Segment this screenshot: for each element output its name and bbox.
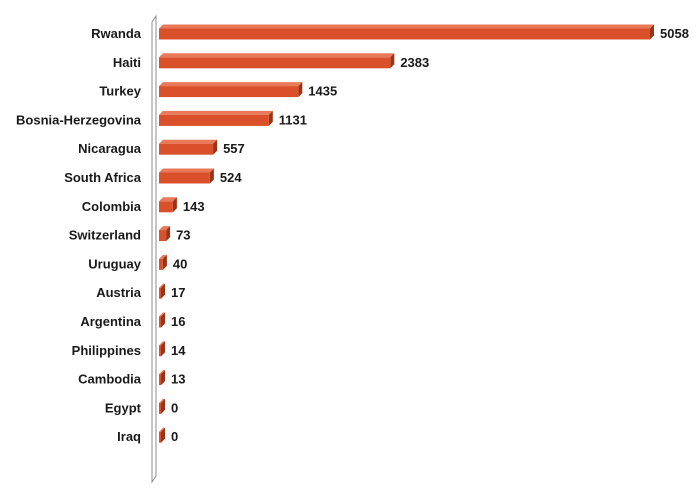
- category-label: Bosnia-Herzegovina: [16, 112, 142, 127]
- bar-front-face: [159, 57, 391, 69]
- bars-group: [159, 24, 654, 443]
- bar-top-face: [159, 427, 165, 432]
- bar-side-face: [298, 82, 303, 98]
- category-labels-group: Rwanda Haiti Turkey Bosnia-Herzegovina Nicar…: [16, 26, 142, 444]
- bar-front-face: [159, 201, 173, 213]
- bar-turkey: [159, 82, 303, 98]
- data-label: 73: [176, 228, 190, 243]
- data-label: 1435: [308, 84, 337, 99]
- bar-front-face: [159, 143, 214, 155]
- bar-side-face: [390, 53, 395, 69]
- bar-side-face: [209, 168, 214, 184]
- bar-argentina: [159, 312, 165, 328]
- bar-switzerland: [159, 226, 171, 242]
- bar-side-face: [161, 283, 165, 299]
- bar-front-face: [159, 431, 161, 443]
- bar-top-face: [159, 24, 654, 29]
- data-label: 14: [171, 343, 186, 358]
- bar-front-face: [159, 258, 163, 270]
- bar-top-face: [159, 254, 167, 259]
- bar-top-face: [159, 110, 273, 115]
- bar-top-face: [159, 341, 165, 346]
- bar-top-face: [159, 82, 303, 87]
- category-label: Nicaragua: [78, 141, 142, 156]
- bar-front-face: [159, 345, 161, 357]
- data-label: 1131: [279, 112, 307, 127]
- bar-rwanda: [159, 24, 654, 40]
- category-label: Austria: [96, 285, 142, 300]
- data-label: 557: [223, 141, 245, 156]
- bar-side-face: [161, 370, 165, 386]
- bar-top-face: [159, 283, 165, 288]
- bar-front-face: [159, 172, 210, 184]
- category-label: Argentina: [80, 314, 141, 329]
- data-label: 13: [171, 372, 185, 387]
- axis-wall-panel: [151, 14, 157, 484]
- bar-side-face: [162, 254, 167, 270]
- bar-front-face: [159, 402, 161, 414]
- axis-wall: [151, 14, 157, 484]
- bar-side-face: [650, 24, 654, 40]
- bar-top-face: [159, 226, 171, 231]
- bar-top-face: [159, 398, 165, 403]
- data-label: 0: [171, 429, 178, 444]
- bar-front-face: [159, 287, 161, 299]
- category-label: Iraq: [117, 429, 141, 444]
- bar-austria: [159, 283, 165, 299]
- bar-front-face: [159, 114, 269, 126]
- category-label: Cambodia: [78, 372, 142, 387]
- bar-front-face: [159, 28, 650, 40]
- bar-side-face: [268, 110, 273, 126]
- category-label: Philippines: [72, 343, 141, 358]
- bar-top-face: [159, 312, 165, 317]
- data-label: 16: [171, 314, 185, 329]
- bar-philippines: [159, 341, 165, 357]
- bar-side-face: [161, 341, 165, 357]
- data-label: 2383: [400, 55, 429, 70]
- category-label: Turkey: [99, 84, 141, 99]
- bar-side-face: [213, 139, 218, 155]
- bar-front-face: [159, 86, 299, 98]
- category-label: Haiti: [113, 55, 141, 70]
- bar-top-face: [159, 370, 165, 375]
- data-label: 5058: [660, 26, 689, 41]
- data-label: 40: [173, 256, 187, 271]
- data-label: 143: [183, 199, 205, 214]
- bar-side-face: [172, 197, 177, 213]
- bar-front-face: [159, 316, 161, 328]
- bar-side-face: [161, 312, 165, 328]
- category-label: Switzerland: [69, 228, 141, 243]
- bar-iraq: [159, 427, 165, 443]
- category-label: Rwanda: [91, 26, 142, 41]
- category-label: Egypt: [105, 400, 142, 415]
- bar-side-face: [161, 427, 165, 443]
- data-label: 17: [171, 285, 185, 300]
- bar-egypt: [159, 398, 165, 414]
- bar-south-africa: [159, 168, 214, 184]
- bar-colombia: [159, 197, 177, 213]
- bar-side-face: [166, 226, 171, 242]
- bar-cambodia: [159, 370, 165, 386]
- category-label: South Africa: [64, 170, 142, 185]
- data-label: 524: [220, 170, 242, 185]
- data-label: 0: [171, 400, 178, 415]
- bar-top-face: [159, 139, 218, 144]
- bar-front-face: [159, 230, 167, 242]
- bar-nicaragua: [159, 139, 218, 155]
- bar-top-face: [159, 53, 395, 58]
- category-label: Uruguay: [88, 256, 142, 271]
- category-label: Colombia: [82, 199, 142, 214]
- bar-bosnia-herzegovina: [159, 110, 273, 126]
- bar-uruguay: [159, 254, 167, 270]
- bar-haiti: [159, 53, 395, 69]
- bar-side-face: [161, 398, 165, 414]
- bar-top-face: [159, 197, 177, 202]
- bar-front-face: [159, 374, 161, 386]
- bar-top-face: [159, 168, 214, 173]
